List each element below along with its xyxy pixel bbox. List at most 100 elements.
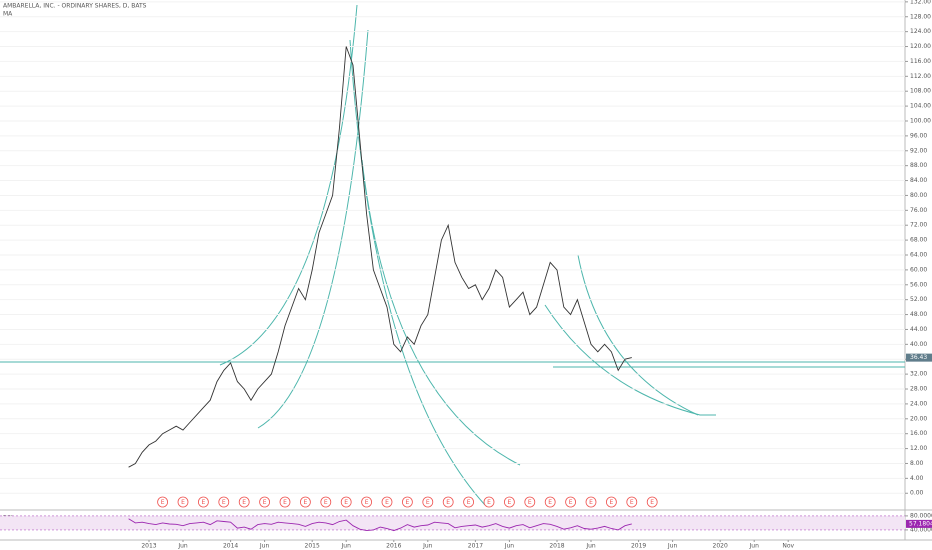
earnings-marker (585, 496, 597, 508)
x-tick-label: 2019 (631, 543, 646, 550)
earnings-marker (157, 496, 169, 508)
earnings-marker (422, 496, 434, 508)
x-tick-label: Jun (259, 543, 270, 550)
earnings-marker (463, 496, 475, 508)
drawings (0, 4, 905, 506)
earnings-label: E (324, 499, 328, 506)
y-tick-label: 24.00 (910, 400, 927, 407)
y-tick-label: 4.00 (910, 475, 924, 482)
y-tick-label: 68.00 (910, 237, 927, 244)
y-tick-label: 44.00 (910, 326, 927, 333)
price-tag (906, 353, 932, 362)
earnings-label: E (181, 499, 185, 506)
y-tick-label: 8.00 (910, 460, 924, 467)
earnings-label: E (406, 499, 410, 506)
earnings-label: E (304, 499, 308, 506)
earnings-label: E (161, 499, 165, 506)
y-tick-label: 108.00 (910, 88, 931, 95)
earnings-label: E (283, 499, 287, 506)
price-tag-label: 36.43 (910, 354, 927, 361)
y-tick-label: 40.0000 (910, 526, 932, 533)
arc (361, 159, 521, 466)
earnings-marker (177, 496, 189, 508)
earnings-marker (483, 496, 495, 508)
y-tick-label: 40.00 (910, 341, 927, 348)
x-tick-label: 2016 (386, 543, 401, 550)
y-tick-label: 80.0000 (910, 512, 932, 519)
y-tick-label: 84.00 (910, 177, 927, 184)
x-tick-label: 2017 (468, 543, 483, 550)
earnings-marker (606, 496, 617, 508)
earnings-label: E (263, 499, 267, 506)
x-tick-label: Jun (504, 543, 515, 550)
x-tick-label: Jun (422, 543, 433, 550)
earnings-label: E (569, 499, 573, 506)
earnings-marker (646, 496, 658, 508)
y-tick-label: 20.00 (910, 415, 927, 422)
earnings-marker (197, 496, 209, 508)
earnings-label: E (589, 499, 593, 506)
indicator-label: MA (3, 11, 13, 18)
y-tick-label: 76.00 (910, 207, 927, 214)
x-tick-label: 2020 (713, 543, 728, 550)
earnings-label: E (650, 499, 654, 506)
y-tick-label: 80.00 (910, 192, 927, 199)
y-tick-label: 120.00 (910, 43, 931, 50)
series-line (128, 46, 632, 468)
x-tick-label: Jun (667, 543, 678, 550)
rsi-band (0, 515, 905, 530)
x-tick-label: 2018 (549, 543, 564, 550)
y-tick-label: 96.00 (910, 132, 927, 139)
earnings-label: E (528, 499, 532, 506)
earnings-label: E (487, 499, 491, 506)
y-tick-label: 72.00 (910, 222, 927, 229)
y-tick-label: 116.00 (910, 58, 931, 65)
earnings-marker (238, 496, 250, 508)
earnings-marker (565, 496, 576, 508)
y-tick-label: 124.00 (910, 28, 931, 35)
x-tick-label: Jun (177, 543, 188, 550)
earnings-label: E (467, 499, 471, 506)
rsi-tag (906, 519, 932, 528)
y-tick-label: 60.00 (910, 266, 927, 273)
earnings-label: E (610, 499, 614, 506)
earnings-label: E (508, 499, 512, 506)
earnings-marker (361, 496, 373, 508)
earnings-marker (279, 496, 291, 508)
y-tick-label: 100.00 (910, 117, 931, 124)
x-tick-label: Nov (782, 543, 794, 550)
earnings-label: E (548, 499, 552, 506)
y-tick-label: 28.00 (910, 386, 927, 393)
y-tick-label: 104.00 (910, 103, 931, 110)
earnings-marker (259, 496, 271, 508)
earnings-label: E (222, 499, 226, 506)
x-tick-label: Jun (585, 543, 596, 550)
arc (544, 304, 716, 416)
y-tick-label: 52.00 (910, 296, 927, 303)
earnings-label: E (242, 499, 246, 506)
y-tick-label: 112.00 (910, 73, 931, 80)
y-tick-label: 32.00 (910, 371, 927, 378)
x-tick-label: Jun (341, 543, 352, 550)
x-tick-label: 2014 (223, 543, 238, 550)
arc (349, 39, 486, 506)
y-tick-label: 132.00 (910, 0, 931, 5)
earnings-marker (442, 496, 454, 508)
y-tick-label: 12.00 (910, 445, 927, 452)
earnings-marker (340, 496, 352, 508)
arc (257, 29, 369, 429)
y-tick-label: 88.00 (910, 162, 927, 169)
earnings-marker (299, 496, 311, 508)
earnings-marker (626, 496, 638, 508)
x-tick-label: 2013 (141, 543, 156, 550)
rsi-tag-label: 57.1804 (909, 520, 932, 527)
earnings-label: E (446, 499, 450, 506)
x-tick-label: 2015 (305, 543, 320, 550)
y-tick-label: 48.00 (910, 311, 927, 318)
y-tick-label: 56.00 (910, 281, 927, 288)
series-line (128, 518, 632, 532)
earnings-label: E (202, 499, 206, 506)
y-tick-label: 16.00 (910, 430, 927, 437)
